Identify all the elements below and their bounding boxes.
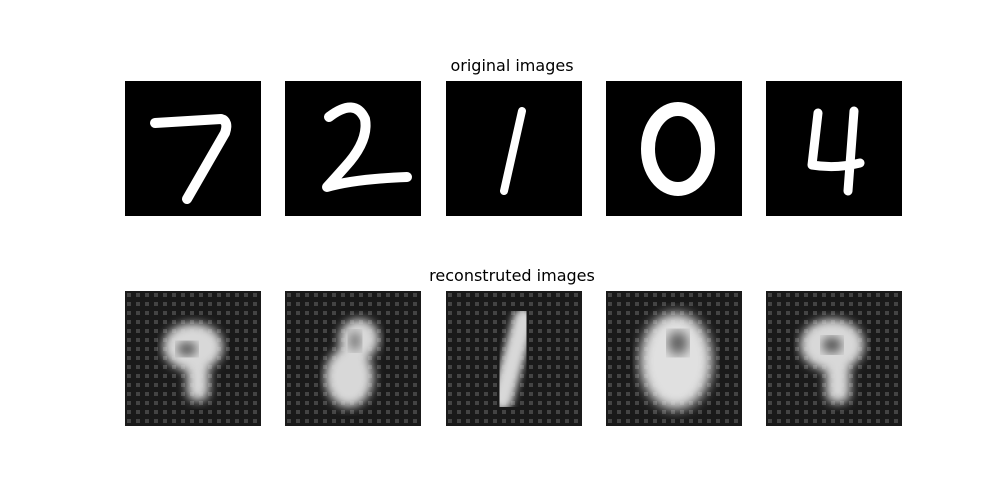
- original-image-2: [285, 81, 421, 216]
- reconstructed-image-3: [446, 291, 582, 426]
- original-image-0: [606, 81, 742, 216]
- original-images-title: original images: [450, 56, 574, 75]
- reconstructed-image-5: [766, 291, 902, 426]
- reconstructed-images-title: reconstruted images: [429, 266, 595, 285]
- reconstructed-image-1: [125, 291, 261, 426]
- reconstructed-image-2: [285, 291, 421, 426]
- original-image-1: [446, 81, 582, 216]
- original-image-7: [125, 81, 261, 216]
- reconstructed-image-4: [606, 291, 742, 426]
- original-image-4: [766, 81, 902, 216]
